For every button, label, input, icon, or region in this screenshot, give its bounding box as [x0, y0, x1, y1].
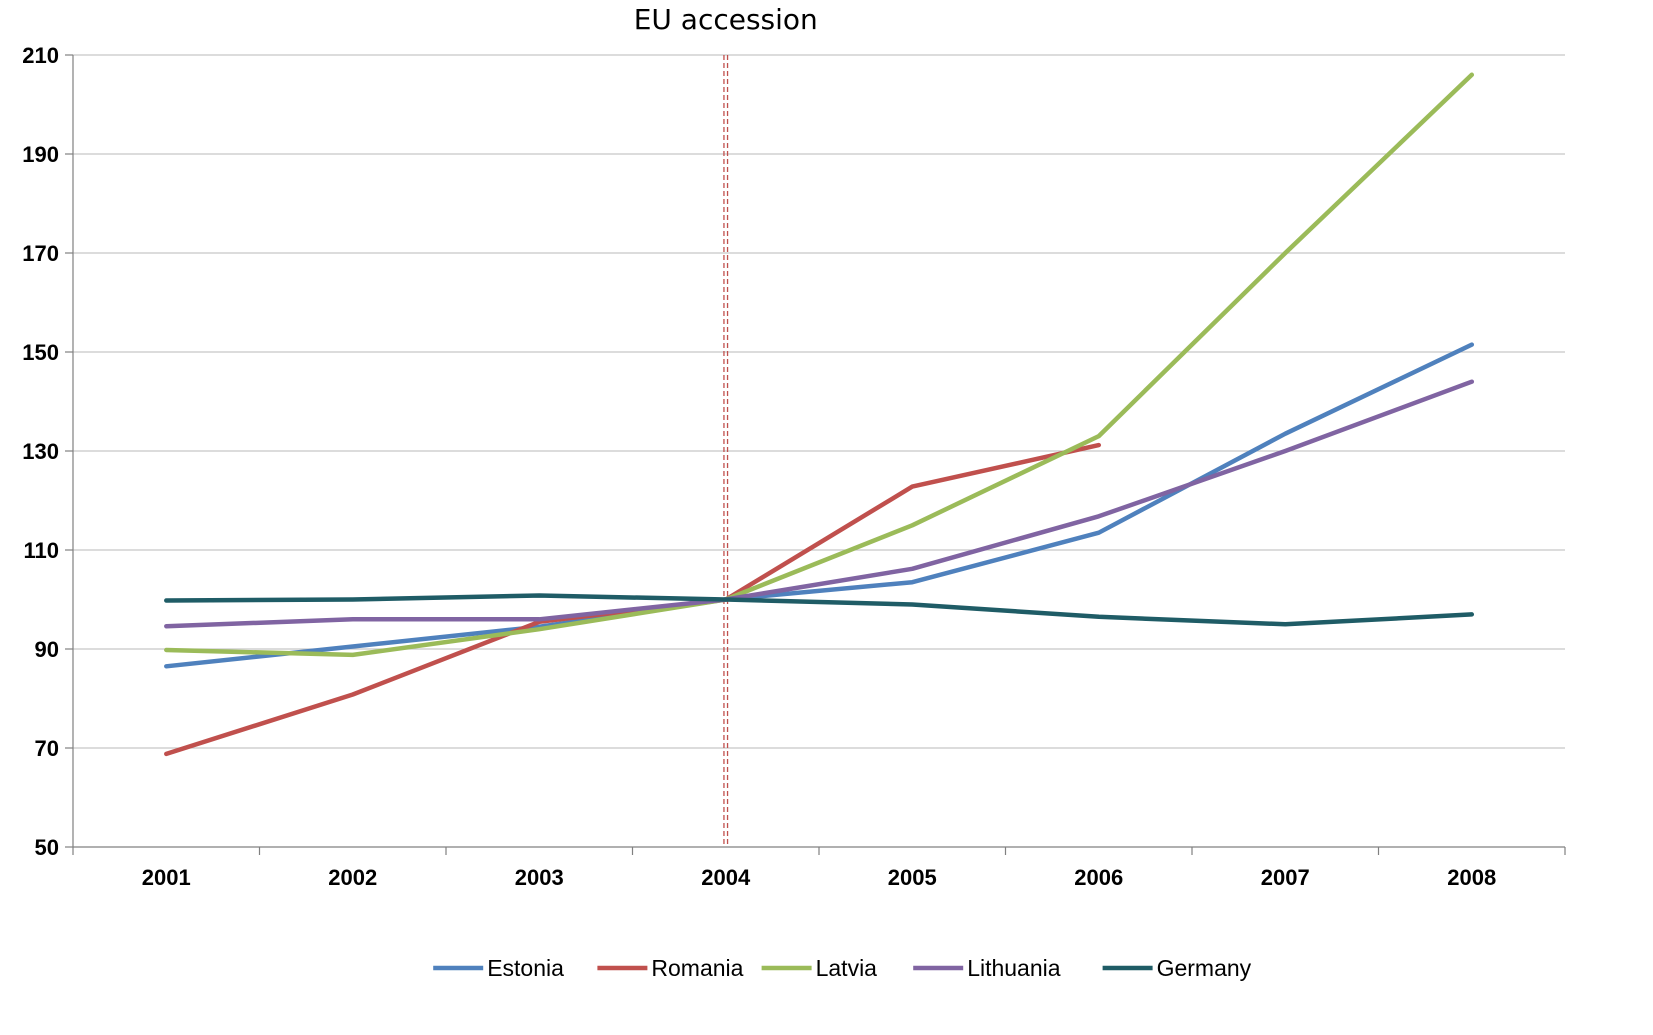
axes — [65, 54, 1566, 855]
x-tick-label: 2008 — [1447, 865, 1496, 890]
legend-label: Romania — [651, 955, 743, 981]
legend-label: Germany — [1157, 955, 1252, 981]
x-tick-label: 2003 — [515, 865, 564, 890]
x-tick-label: 2006 — [1074, 865, 1123, 890]
series-line-lithuania — [164, 379, 1475, 629]
y-tick-label: 210 — [22, 43, 59, 68]
y-tick-label: 50 — [35, 835, 59, 860]
gridlines — [73, 54, 1565, 749]
legend-label: Lithuania — [967, 955, 1061, 981]
x-tick-label: 2007 — [1261, 865, 1310, 890]
y-tick-label: 70 — [35, 736, 59, 761]
legend-item-germany: Germany — [1102, 955, 1252, 981]
series-line-germany — [164, 593, 1475, 627]
x-tick-label: 2002 — [328, 865, 377, 890]
x-tick-label: 2001 — [142, 865, 191, 890]
legend-label: Latvia — [816, 955, 878, 981]
legend: Estonia Romania Latvia Lithuania Germany — [433, 955, 1252, 981]
y-tick-labels: 50 70 90 110 130 150 170 190 210 — [22, 43, 59, 860]
series-line-estonia — [164, 342, 1475, 669]
legend-item-estonia: Estonia — [433, 955, 564, 981]
eu-accession-marker: EU accession — [634, 3, 818, 847]
y-tick-label: 170 — [22, 241, 59, 266]
y-tick-label: 130 — [22, 439, 59, 464]
y-tick-label: 90 — [35, 637, 59, 662]
legend-item-lithuania: Lithuania — [913, 955, 1061, 981]
x-tick-labels: 2001 2002 2003 2004 2005 2006 2007 2008 — [142, 865, 1496, 890]
series-line-latvia — [164, 72, 1475, 658]
y-tick-label: 110 — [24, 538, 60, 563]
x-tick-label: 2005 — [888, 865, 937, 890]
legend-item-romania: Romania — [597, 955, 744, 981]
series-lines — [164, 72, 1475, 757]
x-tick-label: 2004 — [701, 865, 751, 890]
eu-accession-label: EU accession — [634, 3, 818, 36]
y-tick-label: 150 — [22, 340, 59, 365]
legend-label: Estonia — [487, 955, 564, 981]
legend-item-latvia: Latvia — [761, 955, 878, 981]
y-tick-label: 190 — [22, 142, 59, 167]
